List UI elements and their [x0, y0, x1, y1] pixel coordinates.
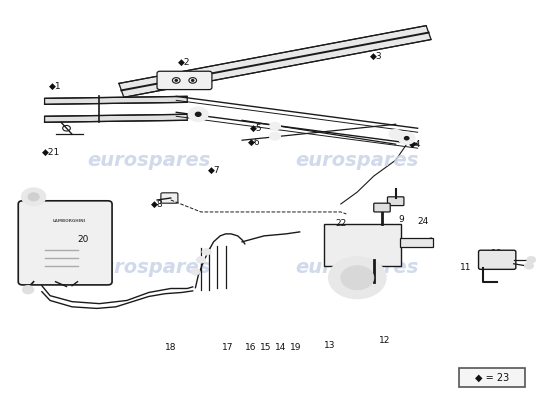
- Text: eurospares: eurospares: [87, 151, 211, 170]
- Polygon shape: [119, 26, 431, 97]
- FancyBboxPatch shape: [478, 250, 516, 269]
- Circle shape: [202, 249, 211, 255]
- Text: ◆ = 23: ◆ = 23: [475, 372, 509, 382]
- Circle shape: [398, 132, 415, 144]
- Circle shape: [188, 107, 208, 122]
- Circle shape: [28, 193, 39, 201]
- Text: ◆7: ◆7: [208, 166, 221, 175]
- Circle shape: [21, 188, 46, 206]
- Circle shape: [175, 80, 177, 81]
- Polygon shape: [45, 114, 187, 122]
- Circle shape: [525, 262, 533, 269]
- Text: 14: 14: [275, 343, 286, 352]
- FancyBboxPatch shape: [459, 368, 525, 387]
- Text: ◆4: ◆4: [409, 140, 421, 149]
- Circle shape: [191, 268, 200, 275]
- Text: 15: 15: [260, 343, 271, 352]
- Text: 10: 10: [492, 249, 503, 258]
- Text: eurospares: eurospares: [87, 258, 211, 277]
- Text: 17: 17: [222, 343, 233, 352]
- Circle shape: [404, 137, 409, 140]
- Circle shape: [389, 130, 402, 139]
- Text: ◆8: ◆8: [151, 200, 163, 209]
- Text: ◆21: ◆21: [42, 148, 60, 157]
- Text: 19: 19: [290, 343, 301, 352]
- Text: 12: 12: [379, 336, 390, 345]
- Polygon shape: [45, 96, 187, 104]
- Text: ◆1: ◆1: [50, 82, 62, 91]
- Text: 20: 20: [78, 235, 89, 244]
- Text: 18: 18: [165, 343, 177, 352]
- Circle shape: [23, 286, 34, 294]
- Text: ◆2: ◆2: [178, 58, 191, 67]
- Circle shape: [341, 266, 374, 290]
- FancyBboxPatch shape: [161, 193, 178, 203]
- Text: 9: 9: [398, 216, 404, 224]
- FancyBboxPatch shape: [387, 197, 404, 206]
- Circle shape: [191, 80, 194, 81]
- Circle shape: [270, 122, 280, 130]
- Text: ◆3: ◆3: [370, 52, 383, 61]
- Circle shape: [527, 257, 536, 263]
- Text: ◆5: ◆5: [250, 124, 262, 133]
- Text: 11: 11: [460, 263, 471, 272]
- FancyBboxPatch shape: [18, 201, 112, 285]
- Text: ◆6: ◆6: [248, 138, 261, 147]
- FancyBboxPatch shape: [324, 224, 401, 266]
- Text: eurospares: eurospares: [295, 151, 419, 170]
- Circle shape: [329, 257, 386, 298]
- Text: LAMBORGHINI: LAMBORGHINI: [53, 219, 86, 223]
- Text: 24: 24: [417, 218, 429, 226]
- Circle shape: [196, 257, 205, 263]
- Text: eurospares: eurospares: [295, 258, 419, 277]
- FancyBboxPatch shape: [374, 203, 390, 212]
- Text: 13: 13: [324, 341, 336, 350]
- Text: 16: 16: [245, 343, 256, 352]
- FancyBboxPatch shape: [157, 71, 212, 90]
- Circle shape: [195, 112, 201, 116]
- Circle shape: [270, 132, 280, 140]
- Text: 22: 22: [335, 220, 346, 228]
- FancyBboxPatch shape: [400, 238, 433, 247]
